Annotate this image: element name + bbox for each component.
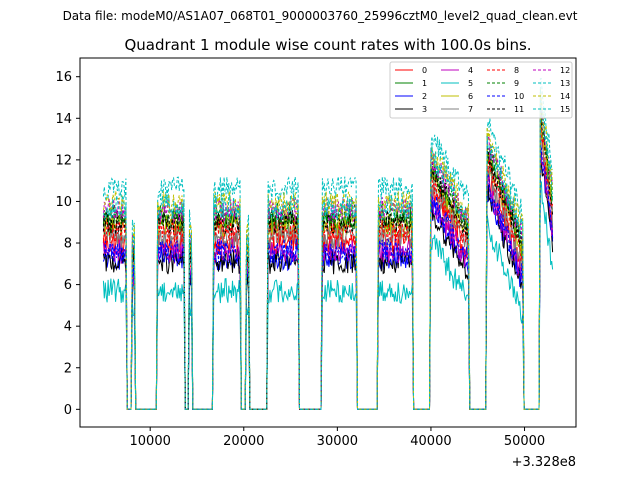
legend-label-2: 2 xyxy=(422,92,427,101)
y-tick-label: 2 xyxy=(64,361,72,376)
chart-title: Quadrant 1 module wise count rates with … xyxy=(124,36,531,54)
legend-label-13: 13 xyxy=(560,79,570,88)
series-line-14 xyxy=(102,89,554,410)
y-tick-label: 6 xyxy=(64,278,72,293)
legend-label-8: 8 xyxy=(514,66,519,75)
legend-label-7: 7 xyxy=(468,105,473,114)
series-line-12 xyxy=(102,103,554,410)
legend-label-12: 12 xyxy=(560,66,570,75)
y-tick-label: 8 xyxy=(64,237,72,252)
chart-suptitle: Data file: modeM0/AS1A07_068T01_90000037… xyxy=(63,9,578,23)
legend-label-9: 9 xyxy=(514,79,519,88)
y-tick-label: 16 xyxy=(55,70,72,85)
legend-label-15: 15 xyxy=(560,105,570,114)
legend-label-3: 3 xyxy=(422,105,427,114)
y-axis: 0 2 4 6 8 10 12 14 16 xyxy=(55,70,80,418)
series-line-13 xyxy=(102,78,554,410)
x-tick-label: 10000 xyxy=(130,434,171,449)
y-tick-label: 4 xyxy=(64,320,72,335)
legend-label-4: 4 xyxy=(468,66,473,75)
x-axis: 10000 20000 30000 40000 50000 xyxy=(130,427,545,449)
series-line-3 xyxy=(102,141,554,410)
legend-label-6: 6 xyxy=(468,92,473,101)
legend-label-11: 11 xyxy=(514,105,524,114)
y-tick-label: 0 xyxy=(64,403,72,418)
legend-label-1: 1 xyxy=(422,79,427,88)
x-tick-label: 30000 xyxy=(317,434,358,449)
y-tick-label: 12 xyxy=(55,153,72,168)
legend-box xyxy=(389,61,573,119)
axes-frame xyxy=(79,57,577,428)
x-offset-label: +3.328e8 xyxy=(512,455,576,470)
legend-label-14: 14 xyxy=(560,92,570,101)
series-line-7 xyxy=(102,125,554,410)
y-tick-label: 10 xyxy=(55,195,72,210)
series-line-11 xyxy=(102,119,554,410)
x-tick-label: 50000 xyxy=(504,434,545,449)
legend-label-10: 10 xyxy=(514,92,524,101)
series-line-6 xyxy=(102,119,554,410)
y-tick-label: 14 xyxy=(55,112,72,127)
x-tick-label: 40000 xyxy=(410,434,451,449)
series-line-15 xyxy=(102,89,554,410)
legend-label-0: 0 xyxy=(422,66,427,75)
series-line-5 xyxy=(102,181,554,410)
x-tick-label: 20000 xyxy=(223,434,264,449)
legend-label-5: 5 xyxy=(468,79,473,88)
series-line-0 xyxy=(102,127,554,410)
series-layer xyxy=(102,78,554,410)
series-line-10 xyxy=(102,147,554,410)
